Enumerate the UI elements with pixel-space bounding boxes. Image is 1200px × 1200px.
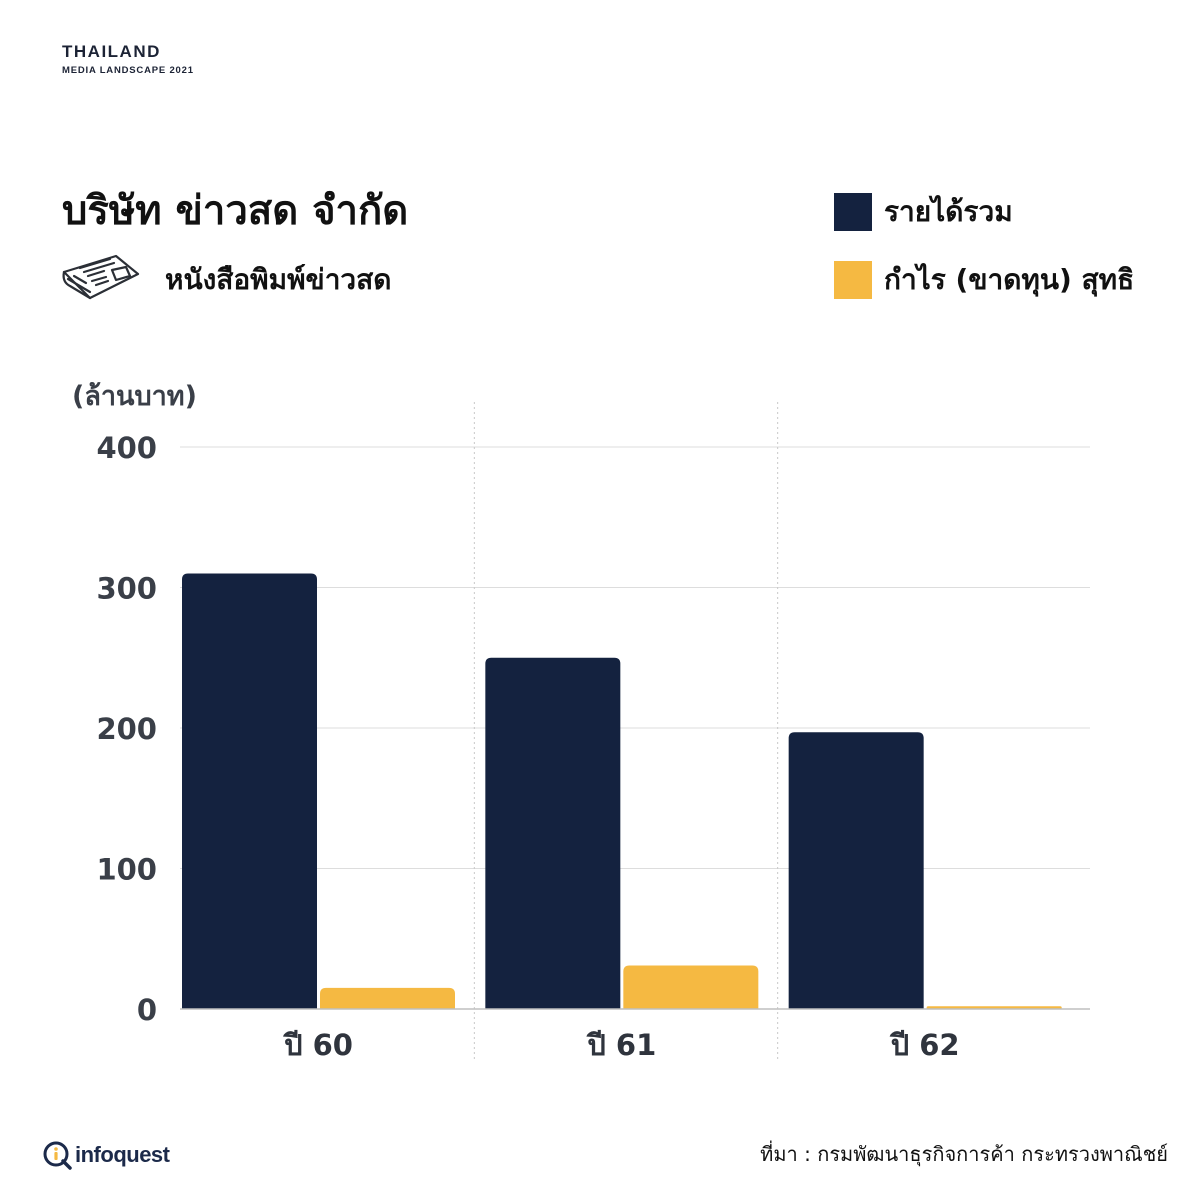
bar-profit (623, 965, 759, 1009)
y-tick-label: 100 (96, 853, 157, 887)
brand-header: THAILAND MEDIA LANDSCAPE 2021 (62, 42, 194, 76)
y-tick-label: 300 (96, 572, 157, 606)
bar-revenue (788, 732, 924, 1009)
source-note: ที่มา : กรมพัฒนาธุรกิจการค้า กระทรวงพาณิ… (760, 1142, 1168, 1166)
chart-subtitle: หนังสือพิมพ์ข่าวสด (165, 263, 392, 296)
logo-text: infoquest (75, 1142, 170, 1167)
brand-subtitle: MEDIA LANDSCAPE 2021 (62, 65, 194, 76)
y-axis-unit-label: (ล้านบาท) (72, 381, 197, 412)
x-tick-label: ปี 61 (586, 1028, 656, 1062)
newspaper-icon (62, 254, 140, 300)
y-tick-label: 0 (137, 993, 157, 1027)
legend-item-profit: กำไร (ขาดทุน) สุทธิ (834, 260, 1134, 300)
bar-revenue (182, 573, 317, 1009)
y-tick-label: 400 (96, 431, 157, 465)
legend-swatch-profit (834, 261, 872, 299)
brand-title: THAILAND (62, 42, 161, 61)
legend-label-revenue: รายได้รวม (884, 195, 1013, 228)
infoquest-logo: infoquest (42, 1140, 170, 1170)
x-tick-label: ปี 62 (889, 1028, 959, 1062)
infoquest-logo-icon (43, 1141, 72, 1170)
legend-swatch-revenue (834, 193, 872, 231)
bar-revenue (485, 657, 621, 1009)
y-tick-label: 200 (96, 712, 157, 746)
bar-profit (320, 987, 455, 1009)
x-tick-label: ปี 60 (283, 1028, 353, 1062)
chart-title: บริษัท ข่าวสด จำกัด (62, 188, 409, 234)
legend-label-profit: กำไร (ขาดทุน) สุทธิ (884, 263, 1135, 296)
legend-item-revenue: รายได้รวม (834, 192, 1134, 232)
legend: รายได้รวม กำไร (ขาดทุน) สุทธิ (834, 192, 1134, 328)
